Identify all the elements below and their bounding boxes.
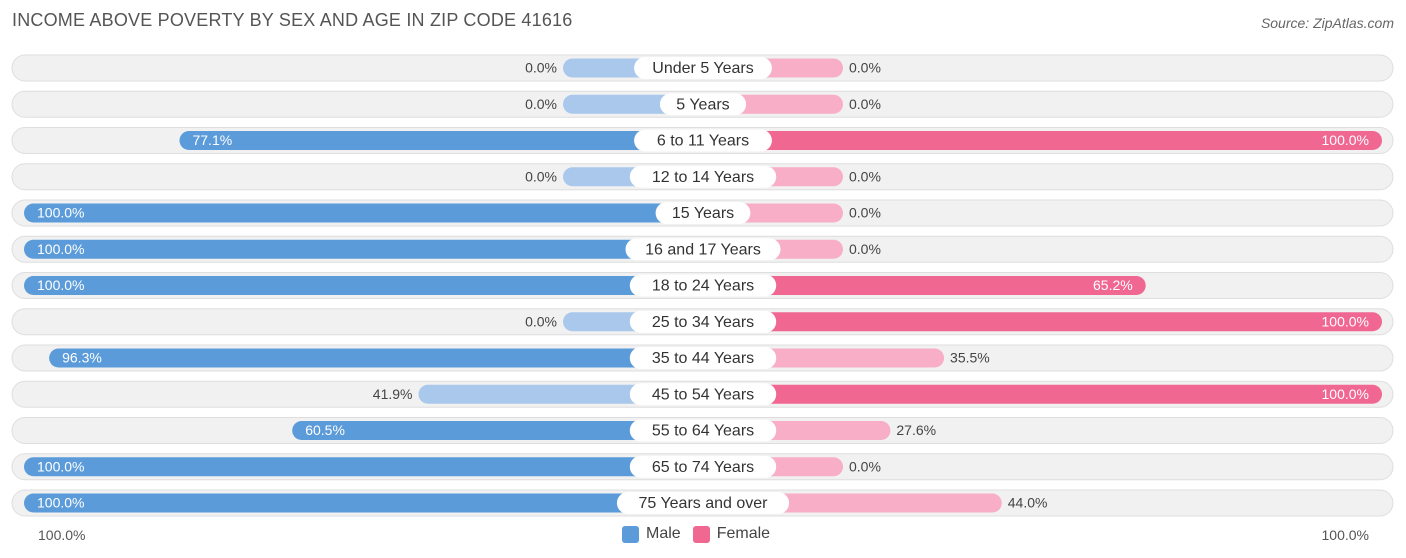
category-label-15-years: 15 Years xyxy=(672,205,734,222)
category-pill xyxy=(629,455,777,478)
legend-item-female: Female xyxy=(692,525,771,543)
category-pill xyxy=(629,165,777,188)
category-pill xyxy=(629,274,777,297)
label-male-6-to-11-years: 77.1% xyxy=(192,132,232,148)
category-pill xyxy=(634,129,772,152)
label-male-75-years-and-over: 100.0% xyxy=(37,495,84,511)
category-pill xyxy=(629,419,777,442)
legend-item-male: Male xyxy=(622,525,681,543)
label-female-under-5-years: 0.0% xyxy=(849,60,881,76)
category-label-65-to-74-years: 65 to 74 Years xyxy=(652,459,754,476)
label-female-5-years: 0.0% xyxy=(849,96,881,112)
category-label-12-to-14-years: 12 to 14 Years xyxy=(652,169,754,186)
category-pill xyxy=(655,202,751,224)
legend-swatch-female xyxy=(692,525,710,543)
bar-male-6-to-11-years xyxy=(179,131,704,150)
label-female-6-to-11-years: 100.0% xyxy=(1322,132,1369,148)
bar-female-45-to-54-years xyxy=(703,384,1382,404)
label-male-25-to-34-years: 0.0% xyxy=(525,313,557,329)
label-female-18-to-24-years: 65.2% xyxy=(1093,277,1133,293)
bar-male-15-years xyxy=(24,203,703,223)
label-male-5-years: 0.0% xyxy=(525,96,557,112)
bar-male-18-to-24-years xyxy=(24,276,703,295)
label-male-55-to-64-years: 60.5% xyxy=(305,422,345,438)
category-label-5-years: 5 Years xyxy=(676,96,729,113)
category-pill xyxy=(616,492,790,514)
label-female-75-years-and-over: 44.0% xyxy=(1008,495,1048,511)
axis-left-label: 100.0% xyxy=(38,527,86,543)
label-male-35-to-44-years: 96.3% xyxy=(62,350,102,366)
category-pill xyxy=(629,347,777,369)
chart-title: INCOME ABOVE POVERTY BY SEX AND AGE IN Z… xyxy=(12,10,573,30)
category-label-75-years-and-over: 75 Years and over xyxy=(639,495,769,512)
category-label-6-to-11-years: 6 to 11 Years xyxy=(657,133,749,150)
bar-female-25-to-34-years xyxy=(703,312,1382,332)
label-female-55-to-64-years: 27.6% xyxy=(896,422,936,438)
category-pill xyxy=(629,383,777,406)
label-female-35-to-44-years: 35.5% xyxy=(950,350,990,366)
label-male-12-to-14-years: 0.0% xyxy=(525,168,557,184)
legend: Male Female xyxy=(622,525,782,543)
label-male-45-to-54-years: 41.9% xyxy=(373,386,413,402)
bar-male-75-years-and-over xyxy=(24,493,703,513)
bar-male-55-to-64-years xyxy=(292,421,703,440)
category-label-25-to-34-years: 25 to 34 Years xyxy=(652,314,754,331)
label-male-65-to-74-years: 100.0% xyxy=(37,458,84,474)
category-label-55-to-64-years: 55 to 64 Years xyxy=(652,423,754,440)
label-male-15-years: 100.0% xyxy=(37,205,84,221)
label-female-12-to-14-years: 0.0% xyxy=(849,168,881,184)
label-male-under-5-years: 0.0% xyxy=(525,60,557,76)
category-label-45-to-54-years: 45 to 54 Years xyxy=(652,386,754,403)
source-credit: Source: ZipAtlas.com xyxy=(1260,15,1394,31)
bar-male-35-to-44-years xyxy=(49,348,704,368)
bar-male-65-to-74-years xyxy=(24,457,703,477)
label-female-25-to-34-years: 100.0% xyxy=(1322,313,1369,329)
legend-swatch-male xyxy=(622,525,639,543)
category-pill xyxy=(634,57,772,79)
legend-label-female: Female xyxy=(716,525,771,542)
category-pill xyxy=(625,238,781,261)
category-label-35-to-44-years: 35 to 44 Years xyxy=(652,350,754,367)
label-female-16-and-17-years: 0.0% xyxy=(849,241,881,257)
chart-area: 0.0% 0.0% Under 5 Years 0.0% 0.0% 5 Years 77.1… xyxy=(11,54,1394,517)
legend-label-male: Male xyxy=(646,525,681,542)
axis-right-label: 100.0% xyxy=(1321,527,1369,543)
bar-male-16-and-17-years xyxy=(24,239,703,259)
label-female-65-to-74-years: 0.0% xyxy=(849,458,881,474)
category-label-18-to-24-years: 18 to 24 Years xyxy=(652,278,754,295)
label-male-18-to-24-years: 100.0% xyxy=(37,277,84,293)
label-female-45-to-54-years: 100.0% xyxy=(1322,386,1369,402)
category-pill xyxy=(659,93,747,116)
label-male-16-and-17-years: 100.0% xyxy=(37,241,84,257)
bar-female-18-to-24-years xyxy=(703,276,1146,295)
category-label-16-and-17-years: 16 and 17 Years xyxy=(645,241,761,258)
category-pill xyxy=(629,310,777,333)
category-label-under-5-years: Under 5 Years xyxy=(652,60,753,77)
label-female-15-years: 0.0% xyxy=(849,205,881,221)
bar-female-6-to-11-years xyxy=(703,131,1382,150)
